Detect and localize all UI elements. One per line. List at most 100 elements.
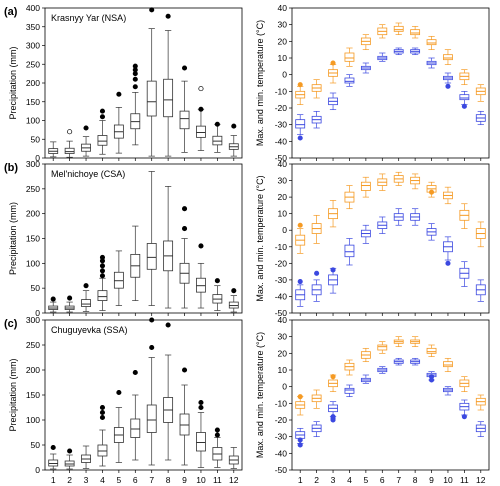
iqr-box [426,39,437,46]
outlier-point [116,91,122,97]
iqr-box [443,361,453,368]
box-precip [113,389,124,463]
plot-frame [44,319,243,471]
box-min [328,267,338,294]
outlier-point [181,206,188,212]
panel-label: (b) [4,162,18,174]
outlier-point [132,76,138,82]
box-precip [196,86,206,151]
outlier-point [198,106,204,112]
y-tick-label: -30 [275,275,288,285]
outlier-point [297,437,303,443]
y-tick-label: 10 [278,209,288,219]
outlier-point [297,394,303,400]
box-precip [179,367,190,466]
iqr-box [295,119,306,129]
x-tick-label: 9 [429,475,434,485]
iqr-box [81,299,91,307]
iqr-box [163,78,174,118]
box-precip [146,7,157,157]
box-max [443,49,453,66]
box-precip [97,254,108,311]
x-tick-label: 9 [182,475,187,485]
x-tick-label: 4 [100,475,105,485]
box-precip [130,63,141,146]
y-tick-label: -20 [275,103,288,113]
outlier-point [214,427,220,433]
box-max [328,374,338,393]
box-min [295,427,306,448]
x-tick-label: 8 [413,475,418,485]
iqr-box [179,110,190,130]
y-tick-label: 250 [26,184,40,194]
outlier-point [231,123,237,129]
box-max [344,47,355,67]
x-tick-label: 11 [460,475,469,485]
outlier-point [149,344,155,351]
y-axis-label: Max. and min. temperature (°C) [255,332,265,458]
y-tick-label: 100 [26,415,40,425]
outlier-point [297,278,303,285]
box-precip [130,369,141,461]
y-tick-label: -30 [275,432,288,442]
outlier-point [67,129,73,135]
y-tick-label: 300 [26,159,40,169]
iqr-box [426,347,437,354]
y-axis-label: Precipitation (mm) [8,202,18,275]
outlier-point [149,7,155,13]
box-precip [64,448,75,470]
outlier-point [165,13,171,19]
iqr-box [97,135,108,146]
outlier-point [99,114,106,120]
box-max [360,34,371,51]
box-precip [196,399,206,468]
x-tick-label: 1 [298,475,303,485]
box-precip [146,171,157,306]
box-min [426,371,437,383]
box-max [459,69,470,86]
y-tick-label: 100 [26,116,40,126]
outlier-point [297,442,303,448]
box-min [475,421,486,438]
iqr-box [344,52,355,62]
box-precip [163,13,174,157]
y-tick-label: 0 [282,382,287,392]
box-max [443,186,453,205]
x-tick-label: 12 [229,475,239,485]
y-tick-label: 30 [278,20,288,30]
box-max [344,359,355,376]
y-tick-label: 40 [278,3,288,13]
y-tick-label: 250 [26,59,40,69]
y-axis-label: Max. and min. temperature (°C) [255,20,265,146]
iqr-box [97,290,108,301]
iqr-box [443,54,453,61]
outlier-point [314,270,320,276]
box-min [311,110,322,129]
plot-frame [44,163,243,314]
box-min [377,366,388,374]
site-title: Krasnyy Yar (NSA) [51,13,126,23]
box-max [426,181,437,198]
box-precip [212,278,223,311]
y-tick-label: 0 [282,225,287,235]
y-tick-label: -10 [275,242,288,252]
box-min [377,52,388,62]
y-tick-label: 200 [26,365,40,375]
site-title: Mel'nichoye (CSA) [51,169,125,179]
y-tick-label: -20 [275,415,288,425]
box-max [410,336,421,348]
box-max [393,336,404,348]
box-max [328,200,338,228]
box-precip [179,206,190,309]
x-tick-label: 2 [314,475,319,485]
outlier-point [165,322,171,328]
y-tick-label: -50 [275,153,288,163]
y-tick-label: 10 [278,365,288,375]
box-precip [163,322,174,461]
box-min [426,57,437,69]
box-max [311,79,322,99]
box-max [410,25,421,39]
box-max [393,171,404,186]
box-min [344,384,355,398]
